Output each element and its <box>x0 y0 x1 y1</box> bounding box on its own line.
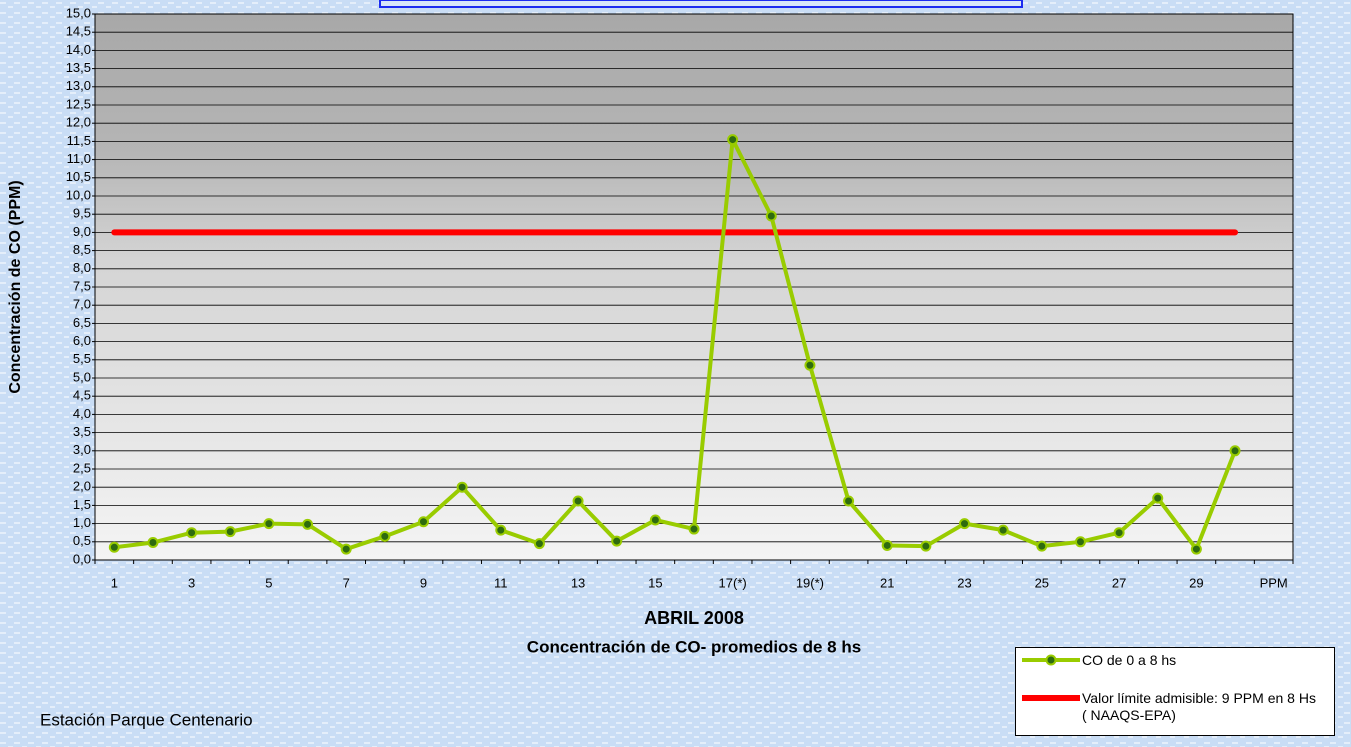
y-tick-label: 14,5 <box>66 24 91 39</box>
y-tick-label: 11,0 <box>67 151 91 166</box>
data-point <box>999 526 1008 535</box>
x-tick-label: 11 <box>494 575 508 590</box>
legend-swatch <box>1020 690 1082 706</box>
data-point <box>767 212 776 221</box>
y-tick-label: 0,0 <box>73 551 91 566</box>
x-tick-label: 9 <box>420 575 427 590</box>
data-point <box>458 483 467 492</box>
y-tick-label: 9,5 <box>73 206 91 221</box>
y-tick-label: 8,0 <box>73 260 91 275</box>
data-point <box>535 539 544 548</box>
y-tick-label: 1,0 <box>73 515 91 530</box>
legend-entry: CO de 0 a 8 hs <box>1020 652 1317 669</box>
legend-swatch <box>1020 652 1082 668</box>
data-point <box>1192 545 1201 554</box>
data-point <box>1115 528 1124 537</box>
data-point <box>264 519 273 528</box>
x-tick-label: 17(*) <box>719 575 747 590</box>
y-tick-label: 10,5 <box>66 169 91 184</box>
data-point <box>1153 494 1162 503</box>
legend-label: CO de 0 a 8 hs <box>1082 652 1317 669</box>
data-point <box>960 519 969 528</box>
data-point <box>921 542 930 551</box>
data-point <box>651 515 660 524</box>
data-point <box>728 135 737 144</box>
page: Concentración de CO (PPM) ABRIL 2008 Con… <box>0 0 1351 747</box>
y-tick-label: 15,0 <box>66 5 91 20</box>
x-axis-title: ABRIL 2008 <box>644 608 744 628</box>
y-tick-label: 14,0 <box>66 42 91 57</box>
y-tick-label: 5,5 <box>73 351 91 366</box>
y-tick-label: 0,5 <box>73 533 91 548</box>
y-tick-label: 12,5 <box>66 96 91 111</box>
data-point <box>303 520 312 529</box>
x-tick-label: 5 <box>265 575 272 590</box>
data-point <box>690 525 699 534</box>
x-tick-label: 13 <box>571 575 585 590</box>
data-point <box>1231 446 1240 455</box>
annotation: Estación Parque Centenario <box>40 710 253 729</box>
data-point <box>1037 542 1046 551</box>
data-point <box>342 545 351 554</box>
x-tick-label: 29 <box>1189 575 1203 590</box>
subtitle: Concentración de CO- promedios de 8 hs <box>527 637 861 656</box>
y-tick-label: 5,0 <box>73 369 91 384</box>
x-tick-label: 23 <box>957 575 971 590</box>
x-tick-label: 21 <box>880 575 894 590</box>
data-point <box>844 497 853 506</box>
y-tick-label: 13,0 <box>66 78 91 93</box>
data-point <box>110 543 119 552</box>
data-point <box>496 526 505 535</box>
y-tick-label: 7,5 <box>73 278 91 293</box>
y-tick-label: 10,0 <box>66 187 91 202</box>
y-tick-label: 3,0 <box>73 442 91 457</box>
y-tick-label: 4,0 <box>73 406 91 421</box>
x-tick-label: 1 <box>111 575 118 590</box>
legend: CO de 0 a 8 hs Valor límite admisible: 9 … <box>1015 647 1335 736</box>
y-tick-label: 6,5 <box>73 315 91 330</box>
y-tick-label: 12,0 <box>66 115 91 130</box>
x-tick-label: PPM <box>1260 575 1288 590</box>
chart: Concentración de CO (PPM) ABRIL 2008 Con… <box>0 0 1351 747</box>
y-tick-label: 2,5 <box>73 460 91 475</box>
data-point <box>1076 537 1085 546</box>
y-tick-label: 4,5 <box>73 388 91 403</box>
legend-label: Valor límite admisible: 9 PPM en 8 Hs ( … <box>1082 690 1317 724</box>
legend-entry: Valor límite admisible: 9 PPM en 8 Hs ( … <box>1020 690 1317 724</box>
x-tick-label: 25 <box>1035 575 1049 590</box>
y-tick-label: 13,5 <box>66 60 91 75</box>
data-point <box>612 537 621 546</box>
data-point <box>574 497 583 506</box>
data-point <box>380 532 389 541</box>
y-tick-label: 6,0 <box>73 333 91 348</box>
y-axis-title: Concentración de CO (PPM) <box>7 180 24 393</box>
x-tick-label: 7 <box>343 575 350 590</box>
y-tick-label: 11,5 <box>67 133 91 148</box>
x-tick-label: 15 <box>648 575 662 590</box>
y-tick-label: 8,5 <box>73 242 91 257</box>
y-tick-label: 9,0 <box>73 224 91 239</box>
y-tick-label: 2,0 <box>73 479 91 494</box>
data-point <box>187 528 196 537</box>
y-tick-label: 3,5 <box>73 424 91 439</box>
data-point <box>805 361 814 370</box>
data-point <box>883 541 892 550</box>
x-tick-label: 3 <box>188 575 195 590</box>
x-tick-label: 19(*) <box>796 575 824 590</box>
y-tick-label: 7,0 <box>73 297 91 312</box>
legend-swatch-marker <box>1047 656 1056 665</box>
data-point <box>226 527 235 536</box>
x-tick-label: 27 <box>1112 575 1126 590</box>
data-point <box>419 517 428 526</box>
y-tick-label: 1,5 <box>73 497 91 512</box>
data-point <box>148 538 157 547</box>
title-banner <box>380 0 1022 7</box>
